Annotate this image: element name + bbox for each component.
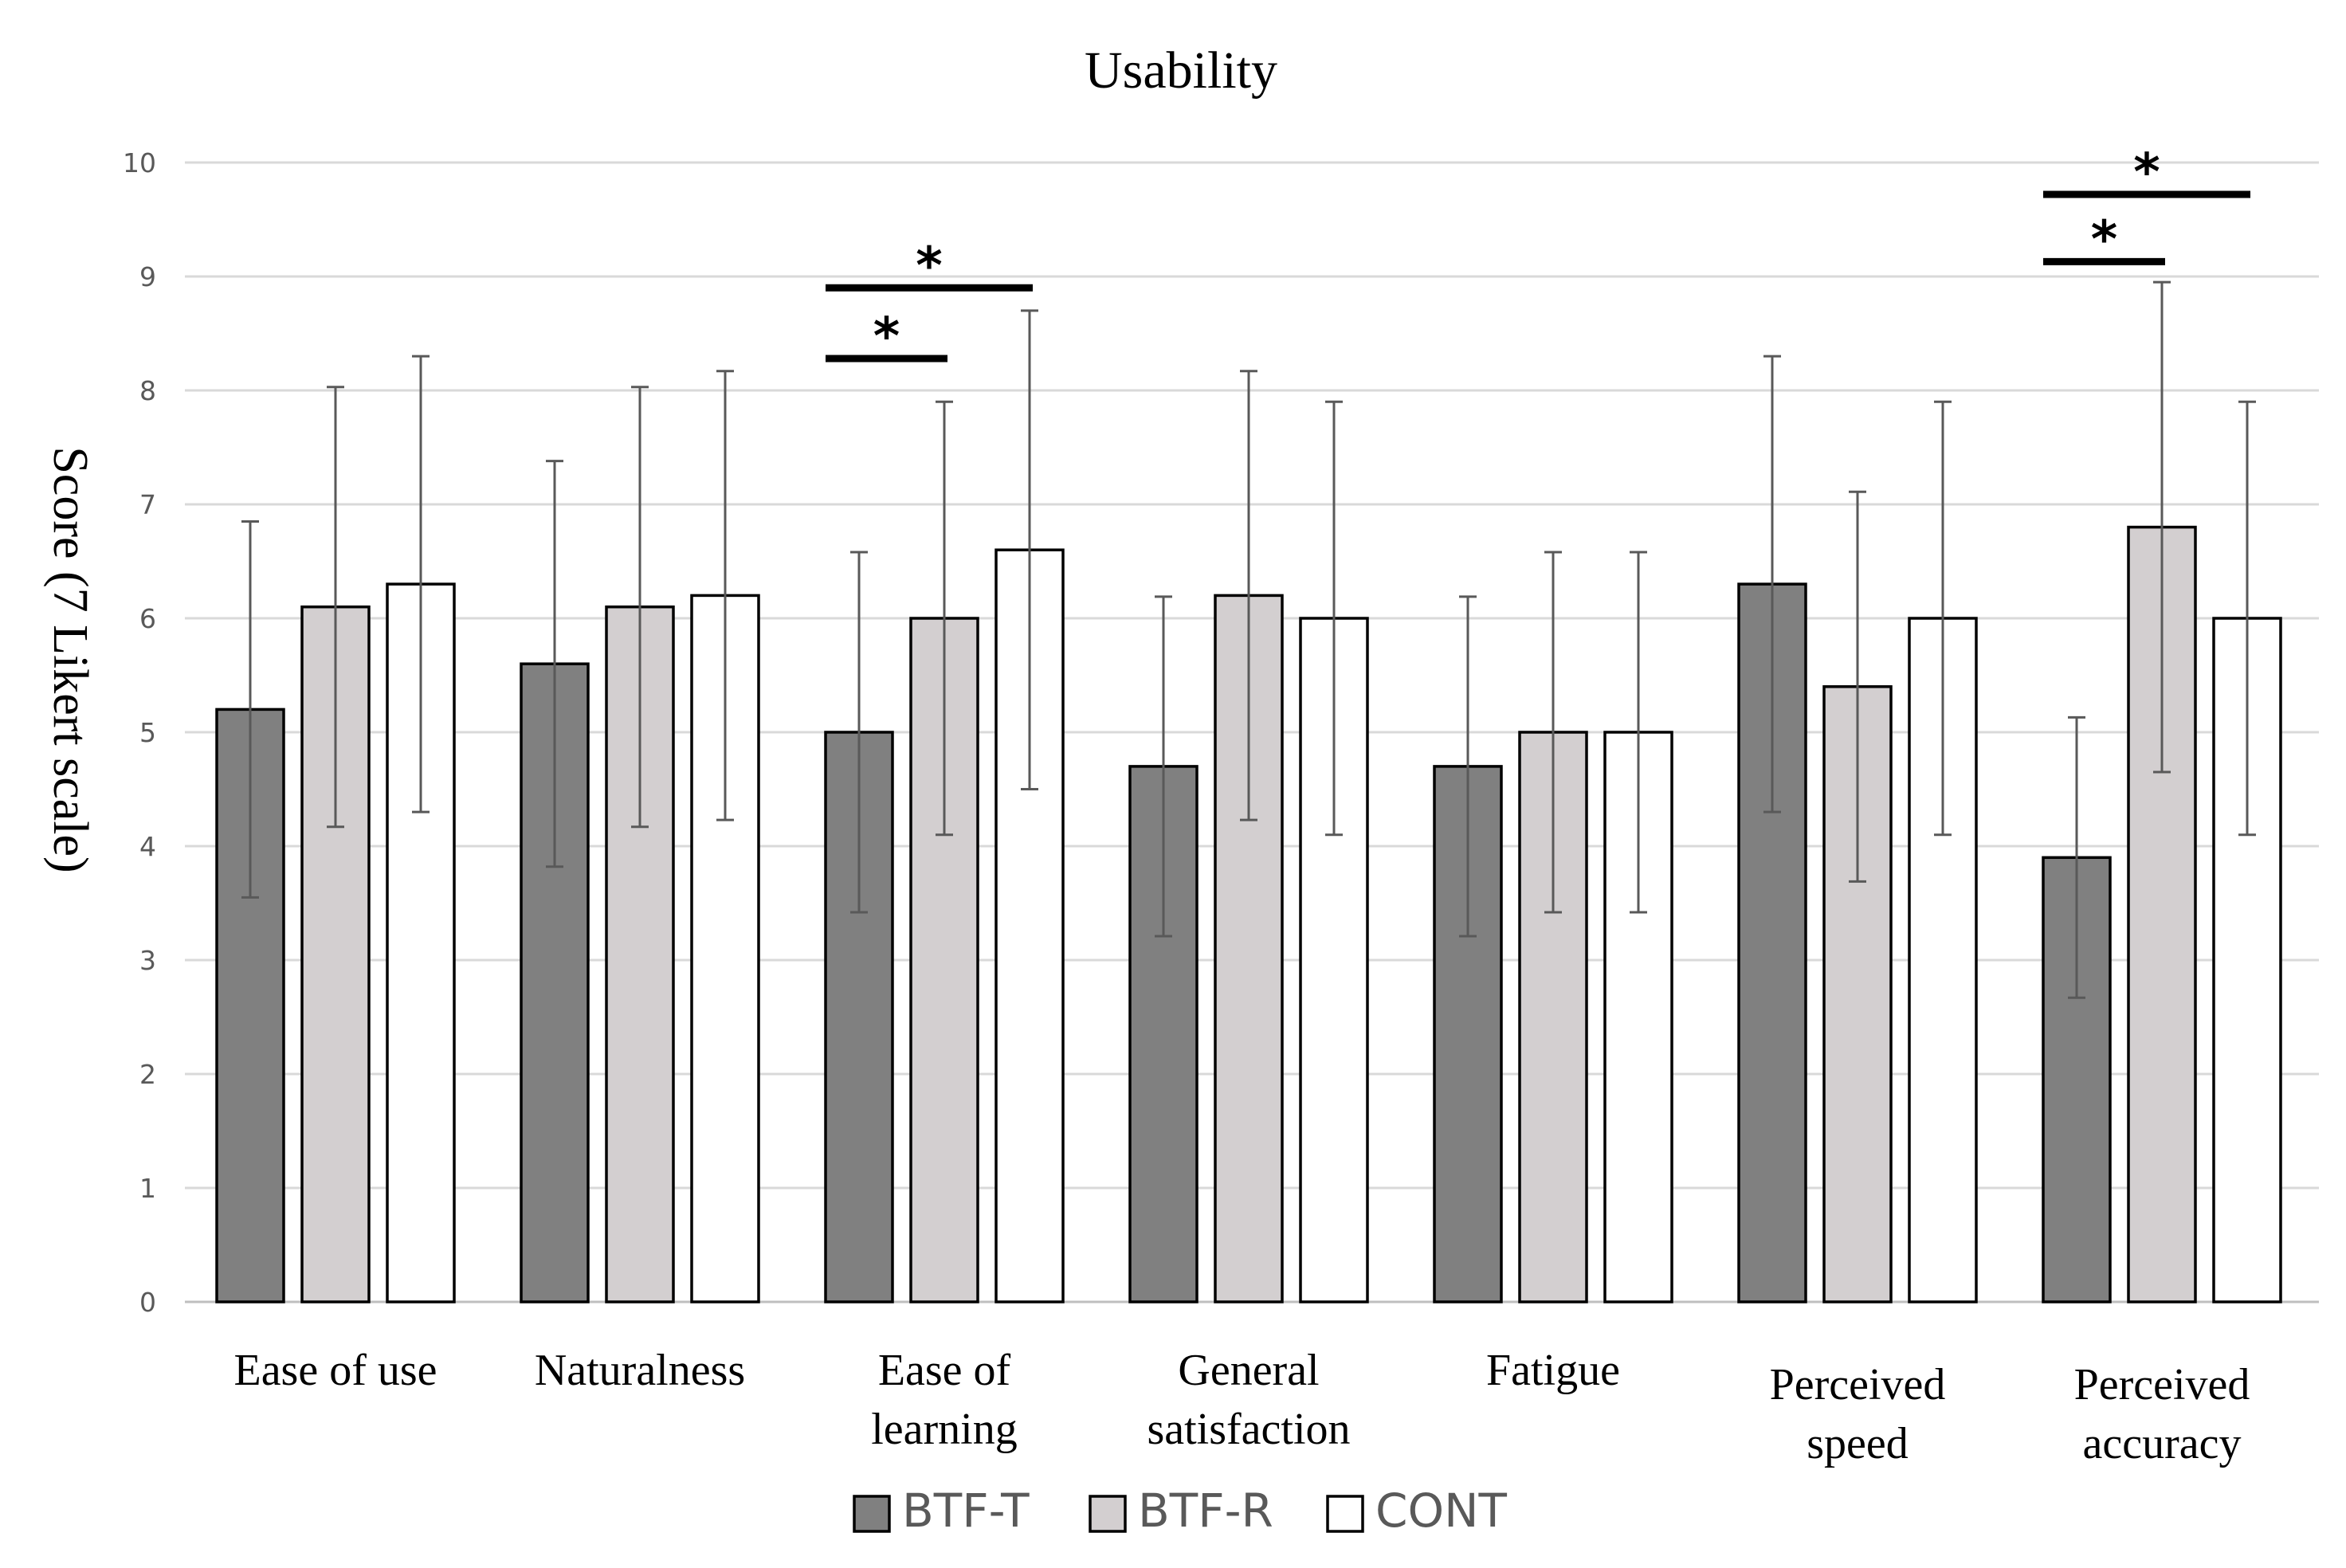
y-tick-label: 3	[139, 945, 156, 976]
significance-markers: * * * *	[826, 143, 2250, 367]
x-category-label: Perceived accuracy	[2074, 1360, 2250, 1468]
legend-label-btf-r: BTF-R	[1138, 1484, 1273, 1538]
error-bars	[241, 280, 2256, 999]
x-category-label: Ease of use	[233, 1346, 437, 1395]
x-category-label-line: satisfaction	[1147, 1405, 1350, 1454]
error-bar	[412, 355, 430, 813]
significance-asterisk: *	[2091, 210, 2117, 269]
x-category-label-line: accuracy	[2083, 1419, 2242, 1468]
error-bar	[716, 370, 734, 821]
error-bar	[2238, 400, 2256, 837]
legend-label-btf-t: BTF-T	[902, 1484, 1030, 1538]
error-bar	[1155, 595, 1172, 938]
x-category-label-line: speed	[1807, 1419, 1909, 1468]
legend-swatch-btf-r	[1089, 1495, 1127, 1533]
legend-label-cont: CONT	[1375, 1484, 1508, 1538]
error-bar	[2153, 280, 2171, 774]
x-category-label-line: General	[1178, 1346, 1319, 1395]
significance-asterisk: *	[2133, 143, 2160, 202]
error-bar	[546, 460, 563, 868]
x-category-label-line: Naturalness	[535, 1346, 745, 1395]
y-axis-ticks: 0 1 2 3 4 5 6 7 8 9 10	[123, 147, 156, 1318]
y-tick-label: 10	[123, 147, 156, 178]
x-category-label: Ease of learning	[871, 1346, 1017, 1454]
y-axis-label: Score (7 Likert scale)	[43, 446, 97, 872]
error-bar	[936, 400, 953, 837]
error-bar	[1763, 355, 1781, 813]
error-bar	[1544, 551, 1562, 914]
error-bar	[2068, 715, 2085, 999]
error-bar	[1934, 400, 1952, 837]
error-bar	[1240, 370, 1257, 821]
x-category-label-line: Ease of	[878, 1346, 1011, 1395]
chart-title: Usability	[1085, 41, 1277, 100]
y-tick-label: 0	[139, 1287, 156, 1318]
legend: BTF-T BTF-R CONT	[853, 1484, 1508, 1538]
error-bar	[1459, 595, 1477, 938]
legend-swatch-btf-t	[853, 1495, 891, 1533]
error-bar	[631, 386, 649, 829]
x-category-label-line: Ease of use	[233, 1346, 437, 1395]
bars	[215, 525, 2282, 1303]
error-bar	[1849, 490, 1866, 883]
x-axis-category-labels: Ease of use Naturalness Ease of learning Gen…	[233, 1346, 2250, 1468]
x-category-label-line: Fatigue	[1486, 1346, 1620, 1395]
y-tick-label: 9	[139, 261, 156, 292]
x-category-label-line: learning	[871, 1405, 1017, 1454]
error-bar	[1021, 309, 1038, 790]
x-category-label-line: Perceived	[2074, 1360, 2250, 1409]
legend-swatch-cont	[1326, 1495, 1364, 1533]
y-tick-label: 8	[139, 375, 156, 406]
x-category-label: Fatigue	[1486, 1346, 1620, 1395]
x-category-label: Naturalness	[535, 1346, 745, 1395]
y-tick-label: 7	[139, 489, 156, 520]
y-tick-label: 5	[139, 717, 156, 748]
error-bar	[850, 551, 868, 914]
y-tick-label: 6	[139, 603, 156, 634]
x-category-label: Perceived speed	[1770, 1360, 1946, 1468]
error-bar	[327, 386, 344, 829]
significance-asterisk: *	[873, 308, 900, 367]
x-category-label-line: Perceived	[1770, 1360, 1946, 1409]
significance-asterisk: *	[916, 237, 942, 296]
error-bar	[1630, 551, 1647, 914]
x-category-label: General satisfaction	[1147, 1346, 1350, 1454]
y-tick-label: 1	[139, 1173, 156, 1204]
error-bar	[241, 519, 259, 899]
y-tick-label: 4	[139, 831, 156, 862]
error-bar	[1325, 400, 1343, 837]
y-tick-label: 2	[139, 1059, 156, 1090]
